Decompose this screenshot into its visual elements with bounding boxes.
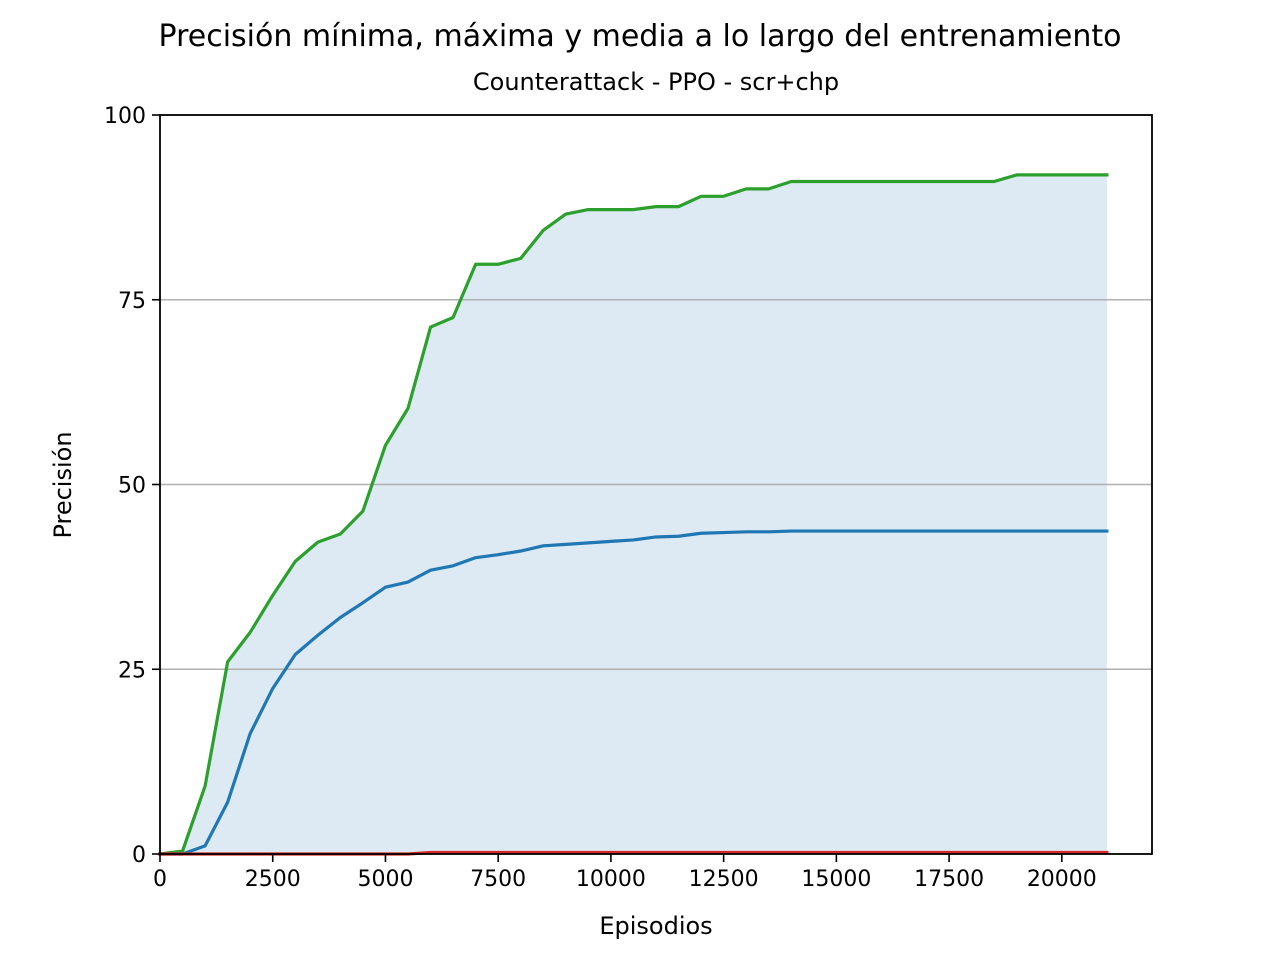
series-line-mean [158, 529, 1109, 856]
y-tick-label-0: 0 [132, 843, 146, 868]
x-tick-label-20000: 20000 [1027, 867, 1097, 892]
series-line-max [158, 173, 1109, 856]
plot-area: 0 2500 5000 7500 10000 12500 15000 17500 20000 0 2… [104, 104, 1153, 892]
y-axis-label: Precisión [49, 431, 77, 538]
x-tick-label-10000: 10000 [576, 867, 646, 892]
x-tick-label-5000: 5000 [357, 867, 413, 892]
x-tick-label-7500: 7500 [470, 867, 526, 892]
chart-title: Precisión mínima, máxima y media a lo la… [159, 19, 1122, 54]
y-tick-label-100: 100 [104, 104, 146, 129]
fill-between-min-max [160, 174, 1107, 855]
y-tick-label-50: 50 [118, 474, 146, 499]
x-tick-label-12500: 12500 [689, 867, 759, 892]
x-tick-label-2500: 2500 [245, 867, 301, 892]
x-tick-label-17500: 17500 [914, 867, 984, 892]
x-tick-label-15000: 15000 [801, 867, 871, 892]
y-tick-label-25: 25 [118, 658, 146, 683]
x-axis-label: Episodios [599, 912, 712, 940]
y-tick-label-75: 75 [118, 289, 146, 314]
chart-subtitle: Counterattack - PPO - scr+chp [473, 68, 839, 96]
x-tick-label-0: 0 [153, 867, 167, 892]
